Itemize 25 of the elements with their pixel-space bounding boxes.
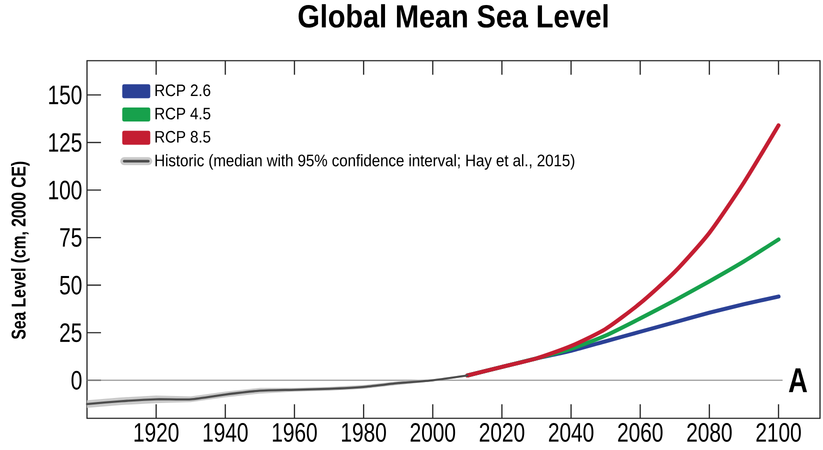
y-tick-label: 0: [72, 370, 82, 390]
y-tick-label: 100: [49, 180, 82, 200]
line-series: [465, 123, 781, 378]
legend-label: RCP 4.5: [155, 108, 210, 120]
annotation: A: [788, 368, 808, 392]
x-tick-label: 2040: [548, 423, 594, 442]
x-tick-label: 1980: [342, 423, 386, 442]
x-tick-label: 2020: [480, 423, 524, 442]
x-tick-label: 2100: [756, 423, 801, 442]
x-tick-label: 1960: [272, 423, 317, 442]
y-tick-label: 25: [60, 323, 82, 342]
y-tick-label: 125: [49, 133, 82, 152]
x-tick-label: 2060: [618, 423, 663, 442]
y-tick-label: 50: [60, 276, 82, 295]
y-tick-label: 150: [49, 86, 82, 104]
legend-label: RCP 8.5: [155, 130, 210, 143]
x-tick-label: 2000: [410, 423, 456, 442]
x-tick-label: 1920: [134, 423, 178, 442]
x-tick-label: 1940: [204, 423, 248, 442]
legend-label: Historic (median with 95% confidence interval; Hay et al., 2015): [155, 154, 574, 170]
x-tick-label: 2080: [687, 423, 732, 442]
legend-label: RCP 2.6: [155, 84, 210, 96]
chart-title: Global Mean Sea Level: [298, 4, 608, 28]
y-axis-title: Sea Level (cm, 2000 CE): [11, 162, 30, 340]
y-tick-label: 75: [60, 228, 82, 247]
